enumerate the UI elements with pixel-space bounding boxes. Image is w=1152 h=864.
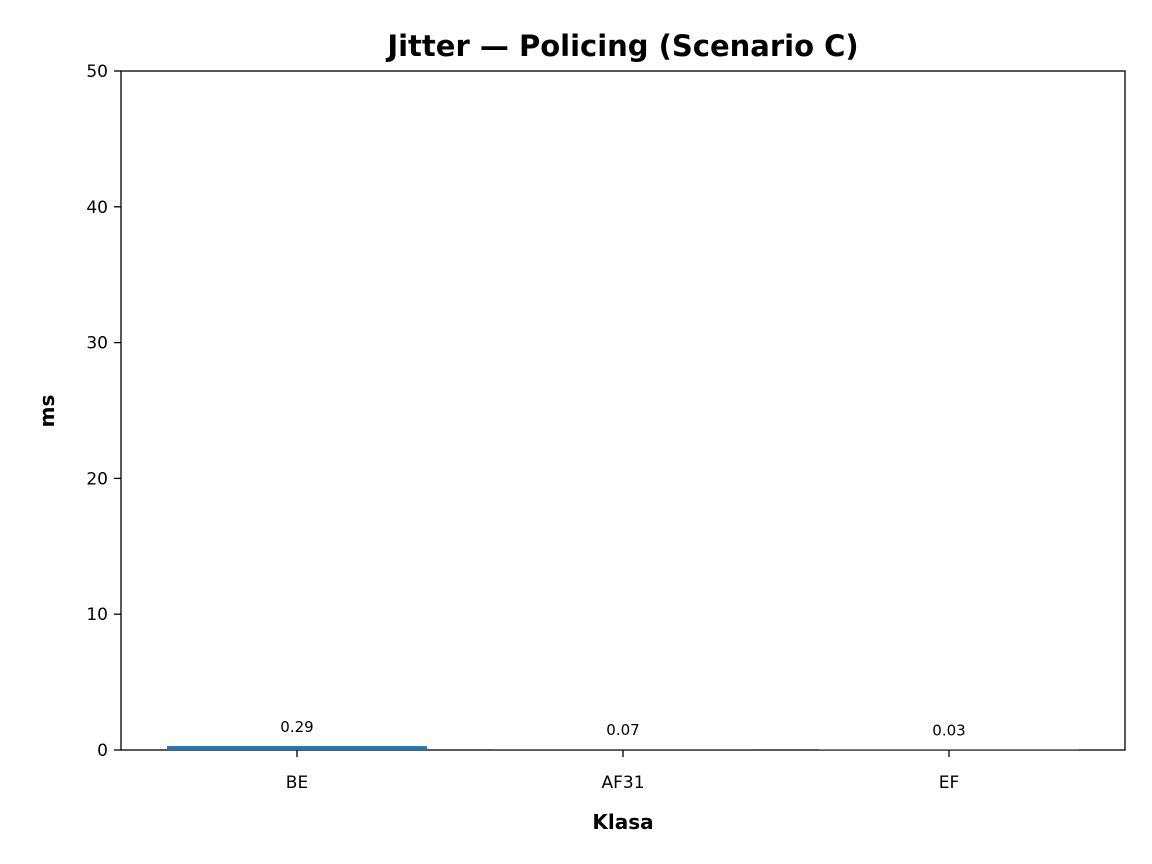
y-tick-label: 10 <box>86 605 108 625</box>
plot-area <box>120 70 1126 751</box>
x-tick-label: EF <box>939 773 960 793</box>
value-labels: 0.29 0.07 0.03 <box>280 718 965 740</box>
chart-title: Jitter — Policing (Scenario C) <box>385 29 858 63</box>
x-axis-label: Klasa <box>592 810 653 834</box>
y-tick-label: 30 <box>86 334 108 354</box>
bar-value-label: 0.29 <box>280 718 313 736</box>
x-axis: BE AF31 EF <box>286 750 959 793</box>
y-tick-label: 0 <box>97 741 108 761</box>
y-tick-label: 20 <box>86 469 108 489</box>
bar <box>167 746 427 750</box>
plot-frame <box>120 70 1126 751</box>
bar-value-label: 0.03 <box>932 722 965 740</box>
y-axis: 0 10 20 30 40 50 <box>86 62 121 761</box>
x-tick-label: BE <box>286 773 308 793</box>
bars <box>167 746 1079 750</box>
x-tick-label: AF31 <box>601 773 644 793</box>
bar <box>493 749 753 750</box>
y-axis-label: ms <box>35 395 59 428</box>
y-tick-label: 40 <box>86 198 108 218</box>
y-tick-label: 50 <box>86 62 108 82</box>
bar-value-label: 0.07 <box>606 721 639 739</box>
